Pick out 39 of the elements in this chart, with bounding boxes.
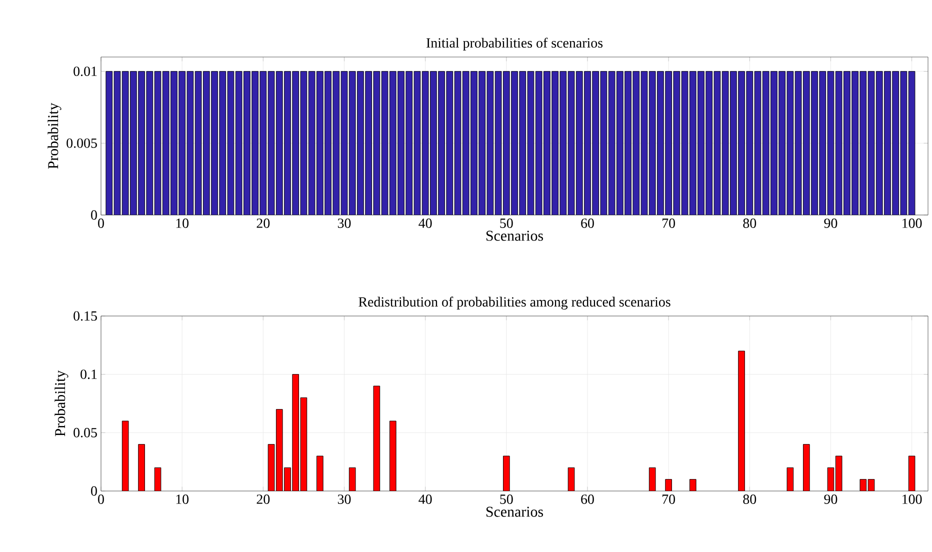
y-tick-label: 0.005: [66, 138, 97, 148]
bar: [138, 444, 145, 492]
x-tick-label: 100: [902, 494, 922, 504]
x-tick-label: 40: [418, 218, 432, 228]
x-tick-label: 90: [824, 218, 838, 228]
x-tick-label: 0: [98, 218, 104, 228]
x-tick-label: 10: [176, 494, 189, 504]
x-tick-label: 40: [418, 494, 432, 504]
y-tick-label: 0: [91, 210, 97, 220]
bar: [284, 467, 291, 492]
y-tick-label: 0.01: [74, 66, 97, 76]
x-axis-title: Scenarios: [486, 506, 544, 517]
x-tick-label: 0: [98, 494, 104, 504]
x-tick-label: 30: [338, 218, 351, 228]
x-tick-label: 60: [581, 218, 594, 228]
y-tick-label: 0.1: [80, 370, 97, 380]
y-tick-label: 0.15: [74, 311, 97, 321]
x-tick-label: 30: [338, 494, 351, 504]
x-tick-label: 50: [500, 218, 513, 228]
x-tick-label: 80: [743, 494, 756, 504]
chart-title: Initial probabilities of scenarios: [426, 38, 603, 51]
y-axis-title: Probability: [48, 102, 62, 169]
x-tick-label: 60: [581, 494, 594, 504]
x-tick-label: 20: [256, 494, 270, 504]
y-tick-label: 0.05: [74, 428, 97, 438]
x-tick-label: 70: [662, 218, 675, 228]
x-tick-label: 10: [176, 218, 189, 228]
x-tick-label: 80: [743, 218, 756, 228]
x-tick-label: 90: [824, 494, 838, 504]
x-tick-label: 70: [662, 494, 675, 504]
y-tick-label: 0: [91, 486, 97, 496]
x-tick-label: 20: [256, 218, 270, 228]
bar: [738, 350, 745, 492]
x-tick-label: 50: [500, 494, 513, 504]
chart-title: Redistribution of probabilities among reduced scenarios: [358, 296, 670, 310]
x-axis-title: Scenarios: [486, 230, 544, 241]
bar: [316, 456, 324, 492]
y-axis-title: Probability: [54, 370, 68, 436]
x-tick-label: 100: [902, 218, 922, 228]
